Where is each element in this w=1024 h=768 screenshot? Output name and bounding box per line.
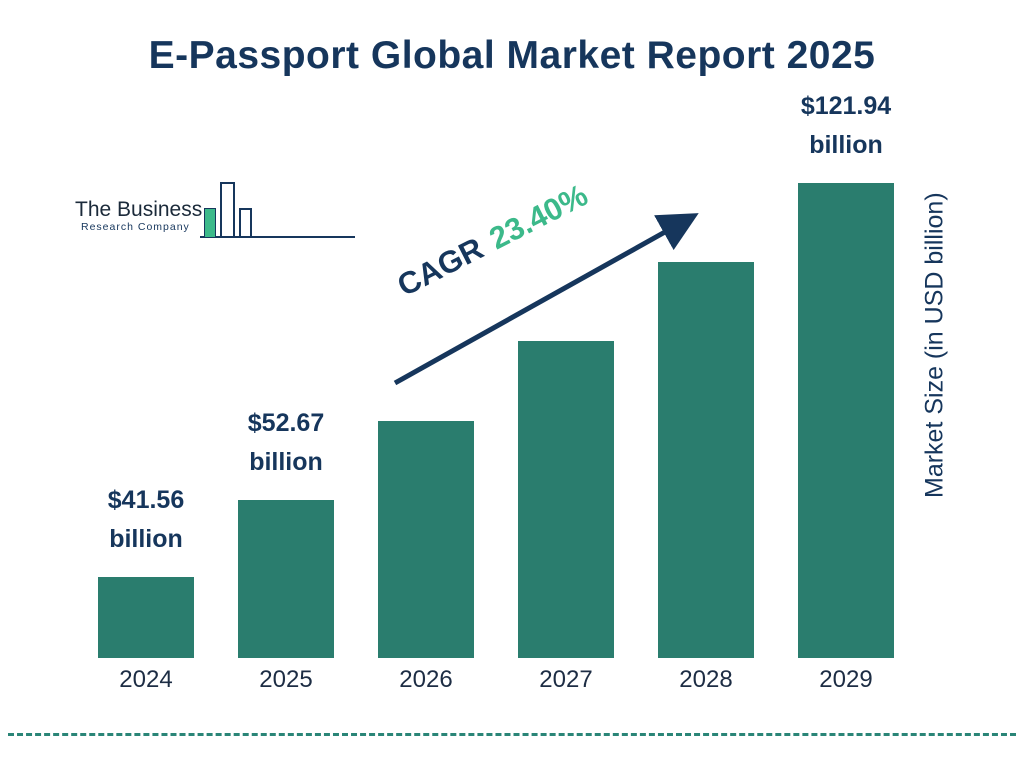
bar-2025 (238, 500, 334, 658)
bar-2026 (378, 421, 474, 658)
x-axis-label-2028: 2028 (679, 666, 733, 693)
value-label-2029: $121.94 billion (800, 92, 892, 159)
logo-baseline (200, 236, 355, 238)
value-label-2024: $41.56 billion (107, 486, 185, 553)
logo-text-line1: The Business (75, 198, 203, 221)
bar-2024 (98, 577, 194, 658)
chart-title: E-Passport Global Market Report 2025 (148, 34, 876, 77)
bottom-dashed-divider (8, 733, 1016, 736)
x-axis-label-2027: 2027 (539, 666, 593, 693)
x-axis-labels: 2024 2025 2026 2027 2028 2029 (98, 666, 918, 694)
bar-2027 (518, 341, 614, 658)
x-axis-label-2029: 2029 (819, 666, 873, 693)
bar-2028 (658, 262, 754, 658)
logo-green-bar (204, 208, 216, 238)
logo-text-line2: Research Company (81, 221, 190, 234)
x-axis-label-2025: 2025 (259, 666, 313, 693)
x-axis-label-2024: 2024 (119, 666, 173, 693)
value-label-2025: $52.67 billion (247, 409, 325, 476)
company-logo: The Business Research Company (75, 182, 355, 258)
bar-series (98, 183, 918, 658)
x-axis-label-2026: 2026 (399, 666, 453, 693)
logo-bar-chart-icon (200, 182, 355, 244)
bar-2029 (798, 183, 894, 658)
logo-tall-bar (220, 182, 235, 238)
logo-short-bar (239, 208, 252, 238)
